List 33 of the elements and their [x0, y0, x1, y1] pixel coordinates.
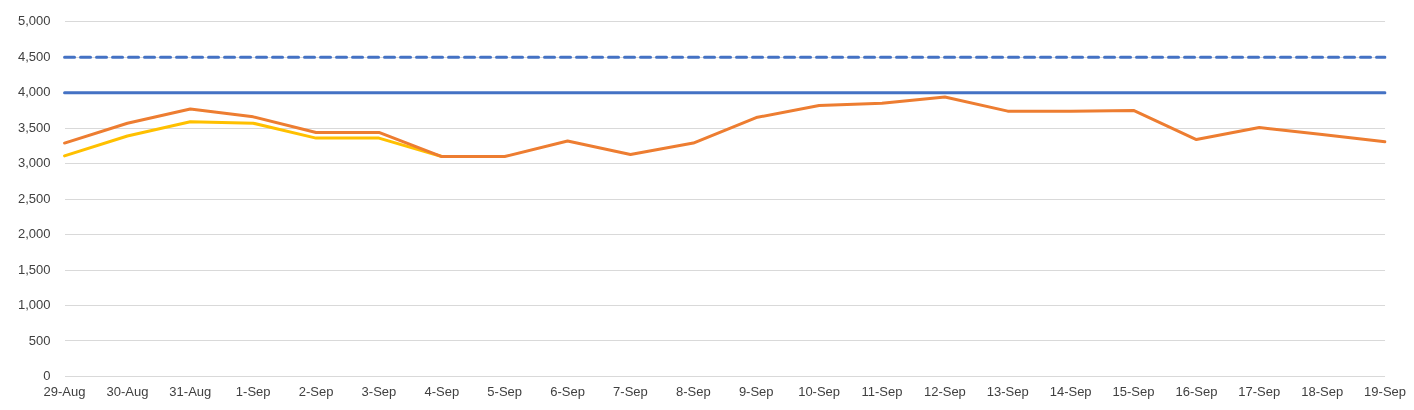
x-tick-label: 18-Sep — [1301, 383, 1344, 399]
x-tick-label: 7-Sep — [613, 383, 648, 399]
y-tick-label: 2,000 — [17, 226, 51, 242]
y-tick-label: 5,000 — [17, 13, 51, 29]
x-tick-label: 10-Sep — [798, 383, 841, 399]
x-tick-label: 17-Sep — [1238, 383, 1281, 399]
x-tick-label: 15-Sep — [1112, 383, 1155, 399]
x-tick-label: 1-Sep — [235, 383, 271, 399]
y-tick-label: 1,000 — [17, 297, 51, 313]
y-tick-label: 3,000 — [17, 155, 51, 171]
x-tick-label: 14-Sep — [1049, 383, 1092, 399]
y-tick-label: 1,500 — [17, 261, 51, 277]
x-tick-label: 3-Sep — [361, 383, 397, 399]
x-tick-label: 30-Aug — [106, 383, 149, 399]
y-tick-label: 4,000 — [17, 84, 51, 100]
x-tick-label: 9-Sep — [738, 383, 774, 399]
x-tick-label: 8-Sep — [675, 383, 711, 399]
y-tick-label: 2,500 — [17, 190, 51, 206]
x-tick-label: 4-Sep — [424, 383, 460, 399]
x-tick-label: 2-Sep — [298, 383, 334, 399]
x-tick-label: 19-Sep — [1364, 383, 1406, 399]
x-tick-label: 29-Aug — [43, 383, 86, 399]
x-tick-label: 31-Aug — [169, 383, 212, 399]
y-tick-label: 0 — [43, 367, 51, 383]
x-tick-label: 12-Sep — [923, 383, 966, 399]
x-tick-label: 11-Sep — [861, 383, 903, 399]
x-tick-label: 13-Sep — [986, 383, 1029, 399]
y-tick-label: 500 — [28, 332, 51, 348]
y-tick-label: 3,500 — [17, 119, 51, 135]
y-tick-label: 4,500 — [17, 48, 51, 64]
x-tick-label: 5-Sep — [487, 383, 523, 399]
x-tick-label: 16-Sep — [1175, 383, 1218, 399]
x-tick-label: 6-Sep — [550, 383, 585, 399]
